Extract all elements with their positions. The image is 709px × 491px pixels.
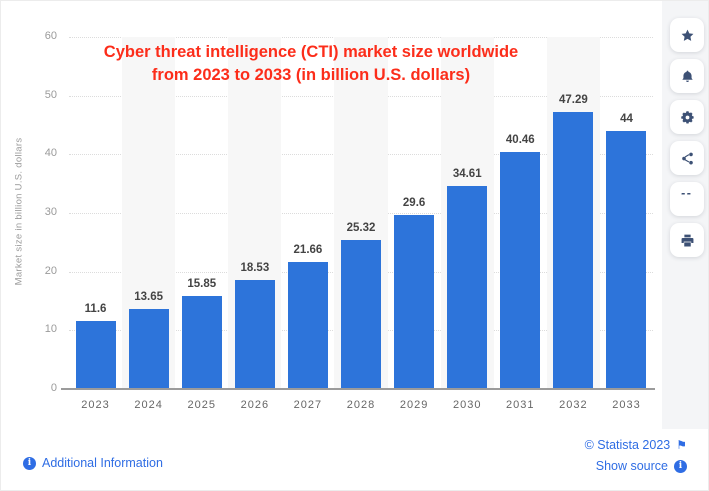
favorite-button[interactable] xyxy=(670,18,704,52)
x-axis-label: 2027 xyxy=(293,399,323,411)
bar-value-label: 25.32 xyxy=(346,222,376,235)
alerts-button[interactable] xyxy=(670,59,704,93)
x-axis-label: 2028 xyxy=(346,399,376,411)
cite-button[interactable]: “ xyxy=(670,182,704,216)
x-axis-label: 2026 xyxy=(240,399,270,411)
chart-column: 25.32 2028 xyxy=(334,37,388,411)
bar-value-label: 34.61 xyxy=(452,167,482,180)
y-tick-label: 10 xyxy=(44,323,57,336)
chart-column: 29.6 2029 xyxy=(388,37,441,411)
x-axis-label: 2030 xyxy=(452,399,482,411)
share-icon xyxy=(681,152,693,164)
chart-column: 34.61 2030 xyxy=(440,37,494,411)
footer-right: © Statista 2023 ⚑ Show source i xyxy=(585,437,687,479)
bar-2032[interactable] xyxy=(553,111,594,389)
bar-value-label: 15.85 xyxy=(187,278,217,291)
bar-2029[interactable] xyxy=(394,215,435,389)
bar-2027[interactable] xyxy=(287,261,328,389)
copyright-label: © Statista 2023 xyxy=(584,438,671,452)
additional-information-label: Additional Information xyxy=(42,456,163,470)
chart-column: 15.85 2025 xyxy=(175,37,228,411)
y-tick-label: 20 xyxy=(44,264,57,277)
bar-value-label: 44 xyxy=(620,112,633,125)
chart-title: Cyber threat intelligence (CTI) market s… xyxy=(61,41,561,87)
bar-value-label: 29.6 xyxy=(402,197,426,210)
chart-title-line1: Cyber threat intelligence (CTI) market s… xyxy=(103,43,519,61)
bar-2030[interactable] xyxy=(447,185,488,389)
bell-icon xyxy=(681,70,693,82)
bar-2024[interactable] xyxy=(128,308,169,389)
x-axis-line xyxy=(61,388,655,390)
y-tick-label: 0 xyxy=(50,382,57,394)
bar-value-label: 47.29 xyxy=(559,93,588,106)
x-axis-label: 2032 xyxy=(559,399,588,411)
bar-2028[interactable] xyxy=(341,240,382,389)
chart-column: 47.29 2032 xyxy=(546,37,600,411)
x-axis-label: 2031 xyxy=(506,399,535,411)
y-tick-label: 50 xyxy=(44,88,57,101)
bar-2023[interactable] xyxy=(75,320,116,389)
print-button[interactable] xyxy=(670,223,704,257)
chart-column: 40.46 2031 xyxy=(494,37,547,411)
bar-value-label: 18.53 xyxy=(240,262,270,275)
x-axis-label: 2023 xyxy=(81,399,110,411)
chart-title-line2: from 2023 to 2033 (in billion U.S. dolla… xyxy=(151,66,471,84)
bar-value-label: 21.66 xyxy=(293,243,323,256)
statista-copyright-link[interactable]: © Statista 2023 ⚑ xyxy=(585,437,687,453)
printer-icon xyxy=(681,234,693,246)
x-axis-label: 2025 xyxy=(187,399,216,411)
chart-column: 21.66 2027 xyxy=(281,37,334,411)
y-tick-label: 60 xyxy=(44,30,57,42)
star-icon xyxy=(681,29,693,41)
additional-information-link[interactable]: i Additional Information xyxy=(23,456,163,470)
quote-icon: “ xyxy=(680,193,694,206)
info-icon: i xyxy=(23,456,36,470)
chart-column: 44 2033 xyxy=(600,37,653,411)
x-axis-label: 2024 xyxy=(134,399,163,411)
show-source-label: Show source xyxy=(595,459,668,473)
bar-2033[interactable] xyxy=(606,130,647,389)
gear-icon xyxy=(680,110,694,123)
chart-column: 11.6 2023 xyxy=(69,37,122,411)
chart-column: 18.53 2026 xyxy=(228,37,282,411)
bar-value-label: 40.46 xyxy=(505,133,535,146)
bar-2026[interactable] xyxy=(234,280,275,389)
flag-icon: ⚑ xyxy=(676,438,687,452)
share-button[interactable] xyxy=(670,141,704,175)
x-axis-label: 2029 xyxy=(399,399,429,411)
bar-2025[interactable] xyxy=(181,296,222,389)
info-icon: i xyxy=(674,459,687,473)
plot-area: 11.6 2023 13.65 2024 15.85 2025 18.53 2026 21.66… xyxy=(69,37,653,411)
settings-button[interactable] xyxy=(670,100,704,134)
y-tick-label: 40 xyxy=(44,147,57,160)
bar-2031[interactable] xyxy=(500,151,541,389)
bar-value-label: 13.65 xyxy=(134,290,164,303)
chart-column: 13.65 2024 xyxy=(122,37,176,411)
show-source-link[interactable]: Show source i xyxy=(585,458,687,474)
x-axis-label: 2033 xyxy=(612,399,641,411)
bar-value-label: 11.6 xyxy=(84,302,107,315)
y-tick-label: 30 xyxy=(44,206,57,218)
